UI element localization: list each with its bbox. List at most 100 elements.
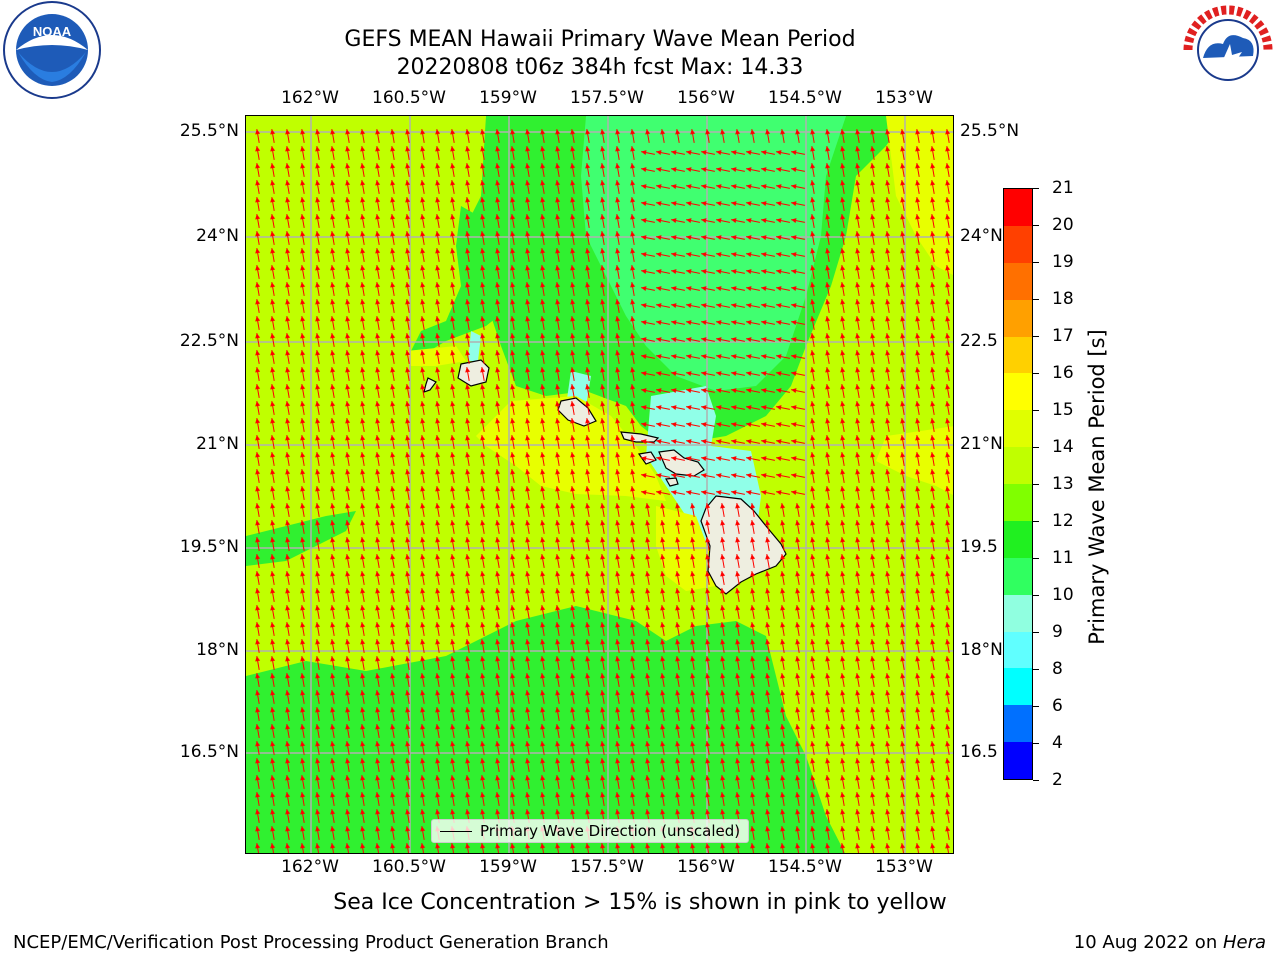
- wave-arrow-head: [915, 775, 921, 781]
- wave-arrow-head: [855, 690, 861, 696]
- wave-arrow-head: [375, 571, 381, 577]
- wave-arrow-head: [885, 384, 891, 390]
- wave-arrow-head: [555, 690, 561, 696]
- wave-arrow-head: [735, 554, 741, 560]
- wave-arrow-head: [615, 248, 621, 254]
- wave-arrow-head: [656, 405, 662, 411]
- wave-arrow-head: [255, 639, 261, 645]
- wave-arrow-head: [645, 758, 651, 764]
- wave-arrow-head: [315, 826, 321, 832]
- wave-arrow-head: [645, 622, 651, 628]
- wave-arrow-head: [645, 792, 651, 798]
- wave-arrow-head: [945, 809, 951, 815]
- wave-arrow-head: [885, 469, 891, 475]
- colorbar-tick: [1033, 299, 1039, 300]
- wave-arrow-head: [435, 537, 441, 543]
- wave-arrow-head: [675, 520, 681, 526]
- wave-arrow-head: [885, 282, 891, 288]
- wave-arrow-head: [540, 418, 546, 424]
- wave-arrow-head: [660, 758, 666, 764]
- wave-arrow-head: [300, 469, 306, 475]
- wave-arrow-head: [645, 537, 651, 543]
- wave-arrow-head: [435, 775, 441, 781]
- wave-arrow-head: [780, 622, 786, 628]
- wave-arrow-head: [870, 265, 876, 271]
- wave-arrow-head: [480, 673, 486, 679]
- wave-arrow-head: [285, 588, 291, 594]
- wave-arrow-head: [450, 554, 456, 560]
- wave-arrow-head: [615, 503, 621, 509]
- wave-arrow-head: [465, 775, 471, 781]
- wave-arrow-head: [375, 367, 381, 373]
- wave-arrow-head: [885, 401, 891, 407]
- wave-arrow-head: [810, 673, 816, 679]
- wave-arrow-head: [435, 690, 441, 696]
- wave-arrow-head: [705, 775, 711, 781]
- wave-arrow-head: [776, 473, 782, 479]
- wave-arrow-head: [450, 316, 456, 322]
- wave-arrow-head: [600, 639, 606, 645]
- wave-arrow-head: [641, 371, 647, 377]
- wave-arrow-head: [656, 371, 662, 377]
- wave-arrow-head: [840, 843, 846, 849]
- wave-arrow-head: [600, 248, 606, 254]
- wave-arrow-head: [945, 316, 951, 322]
- wave-arrow-head: [525, 758, 531, 764]
- wave-arrow-head: [330, 554, 336, 560]
- wave-arrow-head: [480, 316, 486, 322]
- wave-arrow-head: [345, 214, 351, 220]
- wave-arrow-head: [810, 724, 816, 730]
- wave-arrow-head: [686, 201, 692, 207]
- wave-arrow-head: [555, 197, 561, 203]
- wave-arrow-head: [701, 456, 707, 462]
- wave-arrow-head: [285, 792, 291, 798]
- wave-arrow-head: [615, 435, 621, 441]
- wave-arrow-head: [330, 656, 336, 662]
- wave-arrow-head: [686, 184, 692, 190]
- wave-arrow-head: [435, 503, 441, 509]
- wave-arrow-head: [585, 299, 591, 305]
- wave-arrow-head: [780, 503, 786, 509]
- wave-arrow-head: [705, 656, 711, 662]
- wave-arrow-head: [690, 571, 696, 577]
- wave-arrow-head: [810, 571, 816, 577]
- wave-arrow-head: [870, 316, 876, 322]
- wave-arrow-head: [435, 146, 441, 152]
- wave-arrow-head: [630, 197, 636, 203]
- colorbar-tick-label: 4: [1052, 733, 1063, 753]
- wave-arrow-head: [285, 435, 291, 441]
- wave-arrow-head: [840, 503, 846, 509]
- wave-arrow-head: [315, 350, 321, 356]
- wave-arrow-head: [540, 520, 546, 526]
- wave-arrow-head: [930, 469, 936, 475]
- wave-arrow-head: [360, 316, 366, 322]
- wave-arrow-head: [390, 826, 396, 832]
- wave-arrow-head: [720, 656, 726, 662]
- wave-arrow-head: [420, 129, 426, 135]
- wave-arrow-head: [495, 129, 501, 135]
- wave-arrow-head: [510, 724, 516, 730]
- wave-arrow-head: [525, 146, 531, 152]
- wave-arrow-head: [825, 690, 831, 696]
- wave-arrow-head: [731, 371, 737, 377]
- wave-arrow-head: [855, 775, 861, 781]
- wave-arrow-head: [765, 639, 771, 645]
- wave-arrow-head: [791, 269, 797, 275]
- wave-arrow-head: [555, 605, 561, 611]
- wave-arrow-head: [840, 265, 846, 271]
- wave-arrow-head: [746, 439, 752, 445]
- wave-arrow-head: [345, 452, 351, 458]
- wave-arrow-head: [885, 265, 891, 271]
- wave-arrow-head: [615, 197, 621, 203]
- wave-arrow-head: [900, 588, 906, 594]
- wave-arrow-head: [330, 282, 336, 288]
- wave-arrow-head: [570, 656, 576, 662]
- wave-arrow-head: [450, 333, 456, 339]
- wave-arrow-head: [300, 673, 306, 679]
- wave-arrow-head: [315, 163, 321, 169]
- sea-ice-note: Sea Ice Concentration > 15% is shown in …: [333, 890, 947, 915]
- wave-arrow-head: [360, 350, 366, 356]
- wave-arrow-head: [735, 758, 741, 764]
- wave-arrow-head: [255, 384, 261, 390]
- wave-arrow-head: [825, 282, 831, 288]
